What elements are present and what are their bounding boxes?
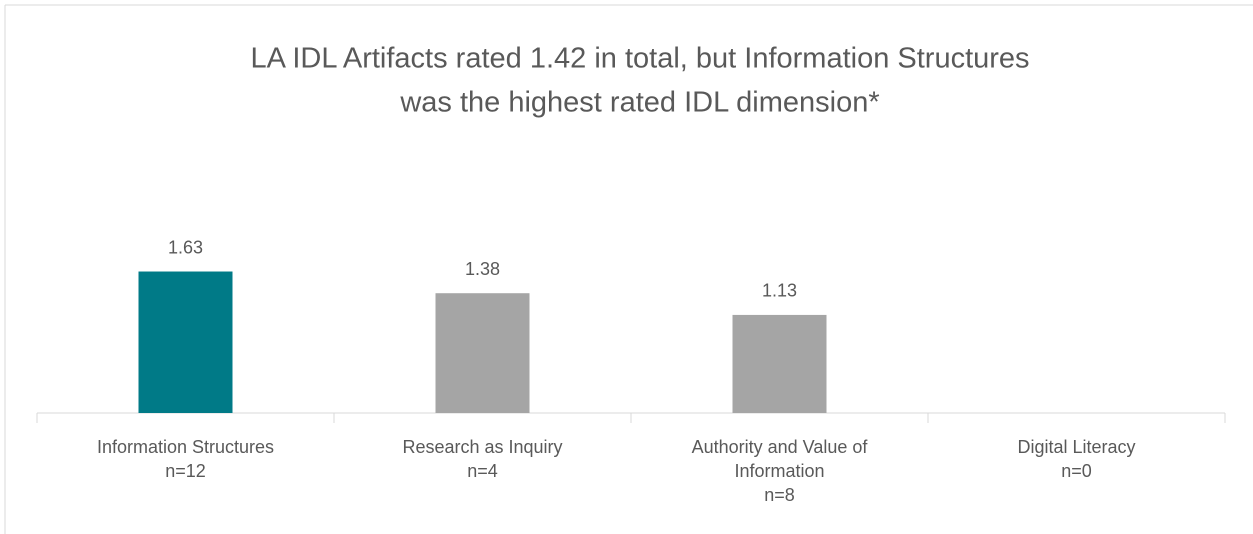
- x-tick-label: Information Structures: [97, 437, 274, 457]
- x-tick-label: Digital Literacy: [1017, 437, 1135, 457]
- x-tick-label: n=4: [467, 461, 498, 481]
- chart-title: was the highest rated IDL dimension*: [399, 87, 879, 119]
- x-tick-label: n=8: [764, 485, 795, 505]
- data-label: 1.63: [168, 237, 203, 257]
- x-tick-label: Research as Inquiry: [402, 437, 562, 457]
- x-tick-label: n=12: [165, 461, 206, 481]
- x-tick-label: Authority and Value of: [692, 437, 869, 457]
- data-label: 1.13: [762, 281, 797, 301]
- bar: [435, 293, 530, 413]
- bar: [732, 314, 827, 413]
- x-tick-label: Information: [734, 461, 824, 481]
- bar: [138, 271, 233, 413]
- data-label: 1.38: [465, 259, 500, 279]
- x-tick-label: n=0: [1061, 461, 1092, 481]
- chart-title: LA IDL Artifacts rated 1.42 in total, bu…: [250, 43, 1029, 75]
